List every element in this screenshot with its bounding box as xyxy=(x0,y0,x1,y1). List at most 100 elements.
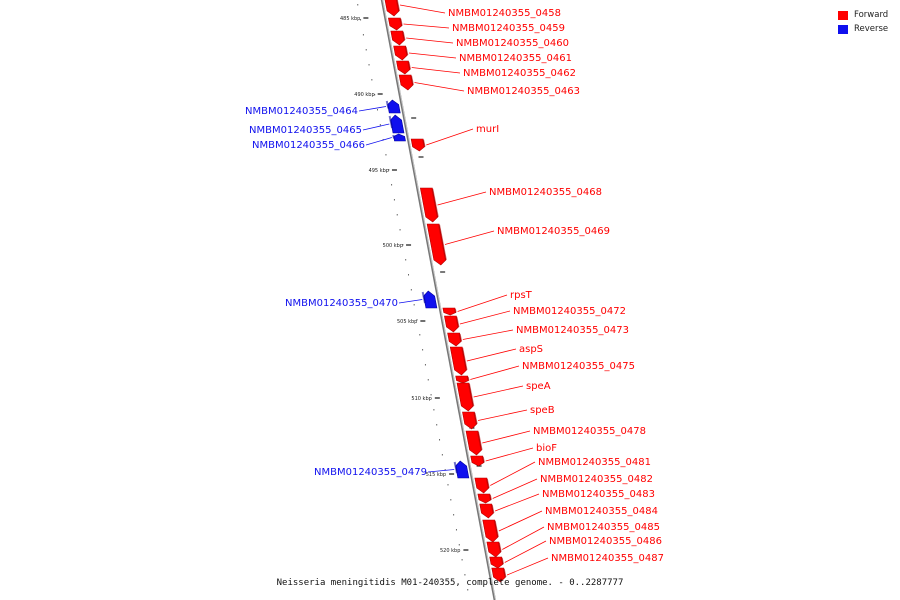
gene-glyph[interactable] xyxy=(489,556,505,569)
gene-shade xyxy=(485,478,490,489)
legend-label-forward: Forward xyxy=(854,10,889,20)
gene-shade xyxy=(410,75,414,86)
gene-leader-line xyxy=(492,478,538,499)
gene-glyph[interactable] xyxy=(419,187,439,223)
gene-label[interactable]: bioF xyxy=(536,443,557,454)
gene-label[interactable]: NMBM01240355_0485 xyxy=(547,522,660,533)
gene-glyph[interactable] xyxy=(444,315,460,333)
gene-glyph[interactable] xyxy=(474,477,490,494)
gene-glyph[interactable] xyxy=(470,455,485,467)
gene-glyph[interactable] xyxy=(388,114,405,134)
gene-glyph[interactable] xyxy=(390,30,406,46)
gene-leader-line xyxy=(485,447,534,462)
ruler-dot xyxy=(467,589,469,591)
gene-label[interactable]: NMBM01240355_0464 xyxy=(245,106,358,117)
gene-glyph[interactable] xyxy=(392,133,406,142)
gene-leader-line xyxy=(399,4,446,14)
gene-label[interactable]: speB xyxy=(530,405,555,416)
gene-shade xyxy=(481,456,485,463)
gene-label[interactable]: NMBM01240355_0482 xyxy=(540,474,653,485)
gene-label[interactable]: NMBM01240355_0486 xyxy=(549,536,662,547)
ruler-dot xyxy=(464,574,466,576)
genome-backbone xyxy=(380,0,497,600)
ruler-dot xyxy=(374,94,376,96)
gene-label[interactable]: NMBM01240355_0484 xyxy=(545,506,658,517)
gene-glyph[interactable] xyxy=(426,223,447,266)
gene-glyph[interactable] xyxy=(447,332,463,347)
ruler-dot xyxy=(419,334,421,336)
ruler-dot xyxy=(360,19,362,21)
gene-shade xyxy=(477,431,483,451)
gene-glyph[interactable] xyxy=(486,541,502,558)
ruler-dot xyxy=(385,154,387,156)
gene-label[interactable]: NMBM01240355_0470 xyxy=(285,298,398,309)
gene-label[interactable]: murI xyxy=(476,124,499,135)
gene-shade xyxy=(385,100,390,109)
gene-label[interactable]: NMBM01240355_0473 xyxy=(516,325,629,336)
gene-label[interactable]: NMBM01240355_0483 xyxy=(542,489,655,500)
gene-label[interactable]: NMBM01240355_0475 xyxy=(522,361,635,372)
kbp-tick-label: 490 kbp xyxy=(354,92,374,98)
gene-glyph[interactable] xyxy=(398,74,414,91)
ruler-dot xyxy=(388,169,390,171)
gene-glyph[interactable] xyxy=(477,493,492,504)
reverse-swatch xyxy=(838,24,848,34)
gene-label[interactable]: NMBM01240355_0462 xyxy=(463,68,576,79)
gene-label[interactable]: NMBM01240355_0469 xyxy=(497,226,610,237)
gene-labels: NMBM01240355_0458 NMBM01240355_0459 NMBM01… xyxy=(245,4,664,576)
gene-body xyxy=(462,411,478,430)
gene-glyph[interactable] xyxy=(482,519,499,543)
gene-glyph[interactable] xyxy=(462,411,478,430)
gene-leader-line xyxy=(494,493,540,512)
backbone-line xyxy=(380,0,497,600)
gene-shade xyxy=(490,504,495,514)
gene-glyph[interactable] xyxy=(421,290,438,309)
gene-glyph[interactable] xyxy=(479,503,495,519)
gene-glyph[interactable] xyxy=(396,60,412,75)
gene-label[interactable]: NMBM01240355_0461 xyxy=(459,53,572,64)
gene-glyph[interactable] xyxy=(393,45,409,61)
gene-glyph[interactable] xyxy=(491,567,507,583)
gene-label[interactable]: NMBM01240355_0465 xyxy=(249,125,362,136)
gene-label[interactable]: NMBM01240355_0463 xyxy=(467,86,580,97)
gene-body xyxy=(465,430,482,456)
gene-leader-line xyxy=(444,230,495,245)
ruler-dot xyxy=(447,484,449,486)
gene-glyph[interactable] xyxy=(455,375,470,384)
gene-label[interactable]: NMBM01240355_0472 xyxy=(513,306,626,317)
gene-label[interactable]: NMBM01240355_0479 xyxy=(314,467,427,478)
gene-glyph[interactable] xyxy=(442,307,457,316)
gene-label[interactable]: NMBM01240355_0478 xyxy=(533,426,646,437)
gene-label[interactable]: NMBM01240355_0459 xyxy=(452,23,565,34)
kbp-tick-label: 500 kbp xyxy=(383,243,403,249)
ruler-dot xyxy=(371,79,373,81)
gene-shade xyxy=(453,461,458,474)
gene-label[interactable]: NMBM01240355_0460 xyxy=(456,38,569,49)
gene-label[interactable]: NMBM01240355_0468 xyxy=(489,187,602,198)
gene-label[interactable]: speA xyxy=(526,381,551,392)
gene-leader-line xyxy=(411,67,461,74)
gene-glyph[interactable] xyxy=(388,17,403,31)
gene-label[interactable]: aspS xyxy=(519,344,543,355)
gene-leader-line xyxy=(490,461,536,486)
gene-glyph[interactable] xyxy=(465,430,483,456)
gene-glyph[interactable] xyxy=(453,460,470,479)
gene-label[interactable]: NMBM01240355_0458 xyxy=(448,8,561,19)
gene-shade xyxy=(458,333,463,342)
gene-shade xyxy=(422,139,426,148)
gene-label[interactable]: NMBM01240355_0466 xyxy=(252,140,365,151)
gene-body xyxy=(444,315,459,333)
legend-label-reverse: Reverse xyxy=(854,24,889,34)
gene-glyph[interactable] xyxy=(384,0,401,17)
ruler-dot xyxy=(427,379,429,381)
gene-label[interactable]: NMBM01240355_0481 xyxy=(538,457,651,468)
gene-glyph[interactable] xyxy=(385,99,401,114)
gene-glyph[interactable] xyxy=(449,346,468,376)
ruler-dot xyxy=(396,214,398,216)
gene-glyph[interactable] xyxy=(456,382,475,412)
gene-label[interactable]: rpsT xyxy=(510,290,533,301)
gene-body xyxy=(479,503,494,519)
gene-label[interactable]: NMBM01240355_0487 xyxy=(551,553,664,564)
gene-glyph[interactable] xyxy=(410,138,426,152)
forward-swatch xyxy=(838,10,848,20)
